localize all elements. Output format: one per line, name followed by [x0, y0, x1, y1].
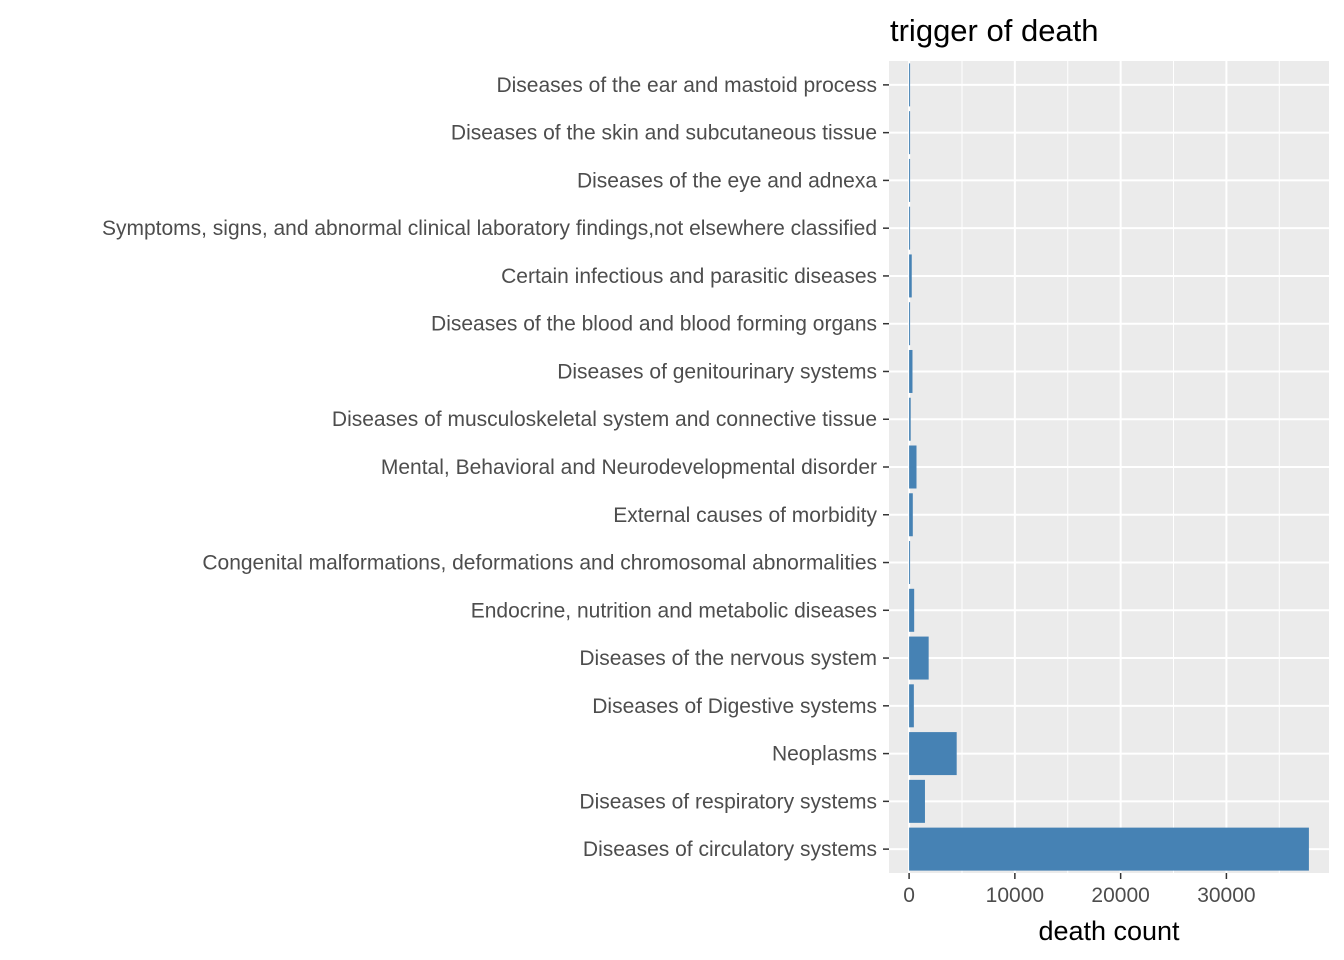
- y-axis-ticks: [883, 84, 889, 850]
- x-axis-labels: 0 10000 20000 30000: [903, 884, 1255, 907]
- bar: [909, 349, 913, 393]
- y-tick-label: Diseases of the skin and subcutaneous ti…: [451, 122, 877, 145]
- y-tick-label: Diseases of the nervous system: [579, 647, 877, 670]
- bar: [909, 111, 911, 155]
- bar: [909, 541, 911, 585]
- y-tick-label: Endocrine, nutrition and metabolic disea…: [471, 599, 877, 622]
- y-tick-label: Congenital malformations, deformations a…: [202, 552, 877, 575]
- y-tick-label: Certain infectious and parasitic disease…: [501, 265, 877, 288]
- bar: [909, 397, 911, 441]
- bar: [909, 732, 957, 776]
- y-tick-label: Diseases of musculoskeletal system and c…: [332, 408, 877, 431]
- bar: [909, 206, 911, 250]
- x-axis-ticks: [908, 873, 1228, 879]
- y-tick-label: Diseases of respiratory systems: [579, 790, 877, 813]
- y-tick-label: Diseases of the blood and blood forming …: [431, 313, 877, 336]
- y-tick-label: Symptoms, signs, and abnormal clinical l…: [102, 217, 877, 240]
- x-tick-label: 10000: [986, 884, 1044, 907]
- bar: [909, 588, 915, 632]
- bar: [909, 445, 917, 489]
- y-tick-label: Diseases of circulatory systems: [583, 838, 877, 861]
- x-tick-label: 20000: [1091, 884, 1149, 907]
- y-tick-label: Neoplasms: [772, 743, 877, 766]
- bar: [909, 493, 913, 537]
- y-tick-label: Diseases of Digestive systems: [592, 695, 877, 718]
- bars: [909, 63, 1309, 871]
- x-tick-label: 30000: [1197, 884, 1255, 907]
- y-tick-label: Diseases of the ear and mastoid process: [496, 74, 877, 97]
- bar: [909, 302, 911, 346]
- y-tick-label: Diseases of genitourinary systems: [557, 360, 877, 383]
- y-tick-label: Mental, Behavioral and Neurodevelopmenta…: [381, 456, 877, 479]
- bar: [909, 827, 1309, 871]
- bar: [909, 63, 911, 107]
- y-axis-labels: Diseases of the ear and mastoid process D…: [102, 74, 878, 861]
- bar: [909, 254, 912, 298]
- x-tick-label: 0: [903, 884, 915, 907]
- bar: [909, 684, 914, 728]
- y-tick-label: Diseases of the eye and adnexa: [577, 169, 877, 192]
- y-tick-label: External causes of morbidity: [613, 504, 877, 527]
- bar: [909, 636, 929, 680]
- bar: [909, 779, 925, 823]
- bar: [909, 158, 911, 202]
- chart-title: trigger of death: [890, 13, 1099, 48]
- x-axis-title: death count: [1038, 916, 1180, 946]
